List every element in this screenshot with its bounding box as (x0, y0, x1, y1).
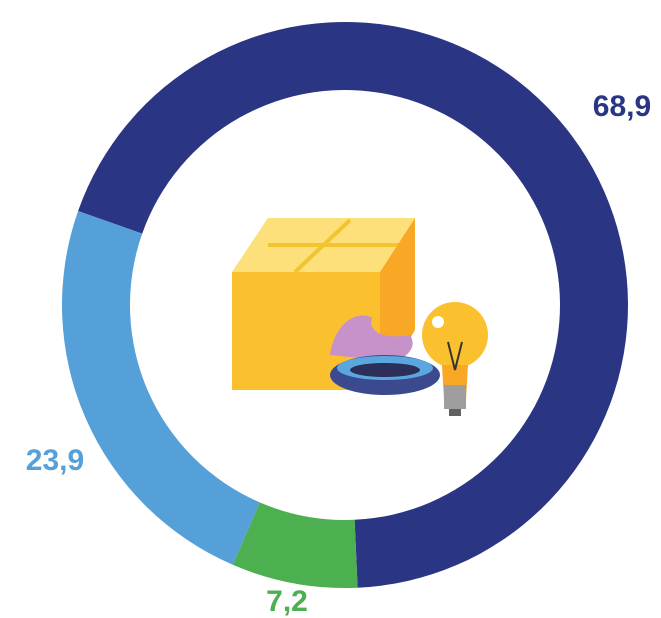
value-label: 23,9 (26, 444, 84, 477)
center-icon (232, 218, 488, 416)
value-label: 68,9 (593, 90, 651, 123)
donut-segment (232, 502, 358, 588)
donut-segment (62, 210, 260, 565)
value-label: 7,2 (266, 585, 308, 618)
